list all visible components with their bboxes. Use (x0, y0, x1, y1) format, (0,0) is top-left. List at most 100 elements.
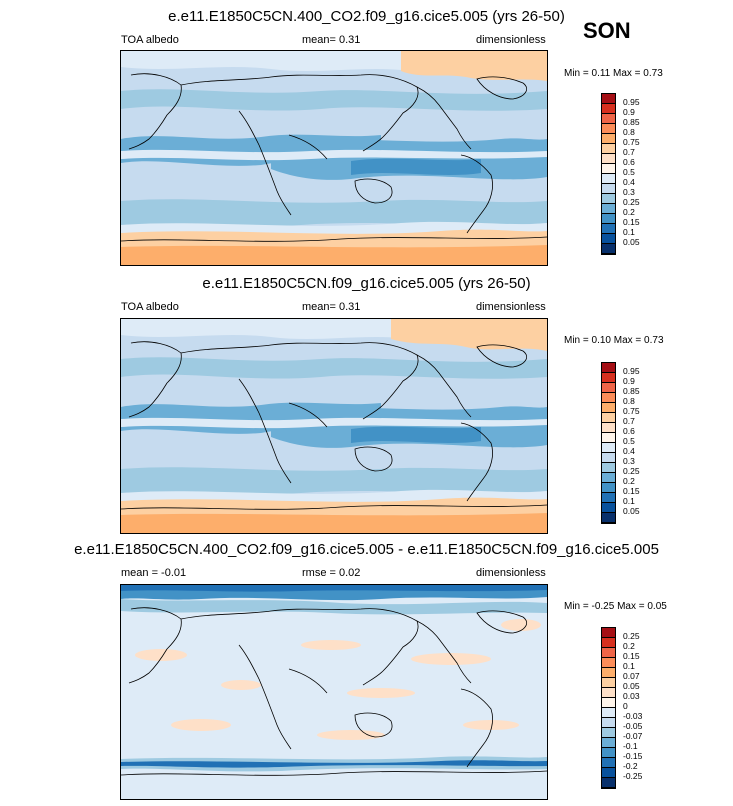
colorbar-label: 0.5 (623, 167, 635, 177)
colorbar-label: 0.15 (623, 651, 640, 661)
panel-3-mean: mean = -0.01 (121, 567, 187, 579)
colorbar-label: 0.1 (623, 496, 635, 506)
colorbar-swatch (602, 433, 615, 443)
colorbar-swatch (602, 463, 615, 473)
colorbar-swatch (602, 628, 615, 638)
panel-1-map (120, 50, 548, 266)
colorbar-swatch (602, 184, 615, 194)
colorbar-label: -0.15 (623, 751, 643, 761)
colorbar-swatch (602, 214, 615, 224)
colorbar-swatch (602, 758, 615, 768)
colorbar-label: 0.25 (623, 197, 640, 207)
colorbar-swatch (602, 513, 615, 523)
colorbar-swatch (602, 94, 615, 104)
panel-2-colorbar: 0.95 0.9 0.85 0.8 0.75 0.7 0.6 0.5 0.4 0.3 0.25 0.2… (601, 362, 640, 524)
panel-3-rmse: rmse = 0.02 (302, 567, 361, 579)
colorbar-label: 0.7 (623, 416, 635, 426)
panel-2-units: dimensionless (476, 301, 546, 313)
colorbar-label: 0.3 (623, 187, 635, 197)
panel-2-mean: mean= 0.31 (302, 301, 361, 313)
panel-1-variable: TOA albedo (121, 34, 179, 46)
colorbar-label: 0.95 (623, 366, 640, 376)
colorbar-label: 0.2 (623, 207, 635, 217)
colorbar-label: 0.75 (623, 406, 640, 416)
colorbar-label: 0.25 (623, 466, 640, 476)
colorbar-label: 0.2 (623, 476, 635, 486)
colorbar-label: 0.8 (623, 396, 635, 406)
colorbar-swatch (602, 708, 615, 718)
colorbar-swatch (602, 768, 615, 778)
colorbar-label: 0.4 (623, 177, 635, 187)
colorbar-swatch (602, 393, 615, 403)
colorbar-label: 0.1 (623, 227, 635, 237)
colorbar-swatch (602, 678, 615, 688)
colorbar-swatch (602, 244, 615, 254)
panel-2-minmax: Min = 0.10 Max = 0.73 (564, 335, 664, 346)
colorbar-swatch (602, 423, 615, 433)
colorbar-label: -0.07 (623, 731, 643, 741)
panel-3-colorbar: 0.25 0.2 0.15 0.1 0.07 0.05 0.03 0 -0.03 -0.05 -0.… (601, 627, 642, 789)
colorbar-swatch (602, 688, 615, 698)
colorbar-label: 0.05 (623, 681, 640, 691)
colorbar-label: 0.15 (623, 486, 640, 496)
colorbar-label: 0.6 (623, 157, 635, 167)
colorbar-label: 0.07 (623, 671, 640, 681)
colorbar-swatch (602, 493, 615, 503)
panel-2-map (120, 318, 548, 534)
colorbar-label: 0 (623, 701, 628, 711)
panel-3-minmax: Min = -0.25 Max = 0.05 (564, 601, 667, 612)
colorbar-swatch (602, 778, 615, 788)
colorbar-swatch (602, 164, 615, 174)
colorbar-swatch (602, 748, 615, 758)
panel-1-minmax: Min = 0.11 Max = 0.73 (564, 68, 663, 79)
colorbar-swatch (602, 144, 615, 154)
colorbar-swatch (602, 503, 615, 513)
panel-2-title: e.e11.E1850C5CN.f09_g16.cice5.005 (yrs 2… (202, 275, 531, 292)
colorbar-label: 0.2 (623, 641, 635, 651)
colorbar-swatch (602, 403, 615, 413)
panel-1-units: dimensionless (476, 34, 546, 46)
panel-3-map (120, 584, 548, 800)
colorbar-swatch (602, 114, 615, 124)
panel-1-mean: mean= 0.31 (302, 34, 361, 46)
colorbar-label: 0.05 (623, 237, 640, 247)
colorbar-label: -0.2 (623, 761, 638, 771)
colorbar-label: 0.95 (623, 97, 640, 107)
colorbar-swatch (602, 473, 615, 483)
colorbar-label: 0.9 (623, 107, 635, 117)
panel-3-units: dimensionless (476, 567, 546, 579)
colorbar-label: -0.1 (623, 741, 638, 751)
colorbar-swatch (602, 453, 615, 463)
colorbar-swatch (602, 668, 615, 678)
colorbar-swatch (602, 124, 615, 134)
colorbar-label: 0.1 (623, 661, 635, 671)
panel-1-title: e.e11.E1850C5CN.400_CO2.f09_g16.cice5.00… (168, 8, 565, 25)
colorbar-label: 0.4 (623, 446, 635, 456)
colorbar-swatch (602, 134, 615, 144)
colorbar-swatch (602, 373, 615, 383)
colorbar-swatch (602, 204, 615, 214)
colorbar-label: 0.5 (623, 436, 635, 446)
colorbar-swatch (602, 413, 615, 423)
colorbar-swatch (602, 443, 615, 453)
colorbar-label: 0.85 (623, 386, 640, 396)
colorbar-swatch (602, 638, 615, 648)
colorbar-swatch (602, 648, 615, 658)
colorbar-swatch (602, 154, 615, 164)
colorbar-label: -0.25 (623, 771, 643, 781)
colorbar-swatch (602, 383, 615, 393)
colorbar-swatch (602, 728, 615, 738)
colorbar-swatch (602, 194, 615, 204)
colorbar-label: 0.8 (623, 127, 635, 137)
panel-2-variable: TOA albedo (121, 301, 179, 313)
colorbar-label: 0.75 (623, 137, 640, 147)
colorbar-swatch (602, 718, 615, 728)
colorbar-label: 0.6 (623, 426, 635, 436)
colorbar-swatch (602, 698, 615, 708)
colorbar-swatch (602, 104, 615, 114)
colorbar-swatch (602, 174, 615, 184)
colorbar-label: 0.15 (623, 217, 640, 227)
colorbar-swatch (602, 363, 615, 373)
colorbar-swatch (602, 738, 615, 748)
colorbar-label: 0.03 (623, 691, 640, 701)
